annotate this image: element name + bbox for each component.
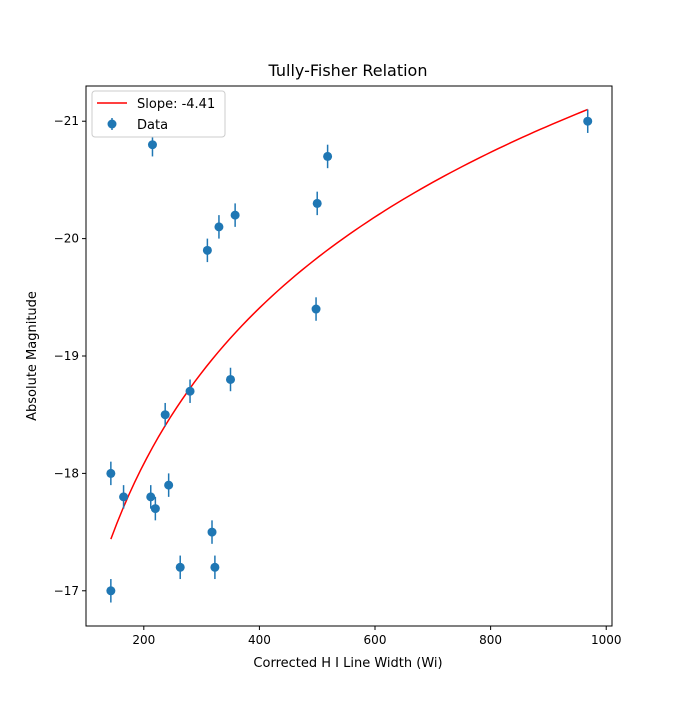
- y-tick-label: −21: [54, 114, 79, 128]
- legend-fit-label: Slope: -4.41: [137, 97, 215, 112]
- y-tick-label: −19: [54, 349, 79, 363]
- y-tick-label: −18: [54, 466, 79, 480]
- x-tick-label: 400: [248, 633, 271, 647]
- x-tick-label: 600: [364, 633, 387, 647]
- data-point: [146, 492, 156, 502]
- data-point: [226, 374, 236, 384]
- data-point: [119, 492, 129, 502]
- data-point: [106, 468, 116, 478]
- data-point: [164, 480, 174, 490]
- data-point: [160, 410, 170, 420]
- data-point: [230, 210, 240, 220]
- y-axis-label: Absolute Magnitude: [25, 291, 40, 421]
- y-axis: −17 −18 −19 −20 −21: [54, 114, 86, 598]
- data-point: [583, 116, 593, 126]
- data-point: [323, 151, 333, 161]
- x-axis-label: Corrected H I Line Width (Wi): [253, 656, 442, 671]
- data-point: [185, 386, 195, 396]
- data-point: [147, 140, 157, 150]
- data-point: [214, 222, 224, 232]
- x-tick-label: 800: [479, 633, 502, 647]
- y-tick-label: −17: [54, 584, 79, 598]
- data-point: [311, 304, 321, 314]
- chart-title: Tully-Fisher Relation: [268, 61, 428, 80]
- x-axis: 200 400 600 800 1000: [132, 626, 621, 647]
- data-points: [106, 109, 593, 603]
- data-point: [175, 562, 185, 572]
- plot-frame: [85, 85, 613, 627]
- data-point: [106, 586, 116, 596]
- data-point: [202, 245, 212, 255]
- y-tick-label: −20: [54, 232, 79, 246]
- x-tick-label: 1000: [591, 633, 622, 647]
- x-tick-label: 200: [132, 633, 155, 647]
- data-point: [210, 562, 220, 572]
- legend-data-marker: [107, 119, 117, 129]
- data-point: [312, 198, 322, 208]
- data-point: [150, 504, 160, 514]
- legend: Slope: -4.41 Data: [91, 90, 226, 138]
- legend-data-label: Data: [137, 118, 168, 133]
- data-point: [207, 527, 217, 537]
